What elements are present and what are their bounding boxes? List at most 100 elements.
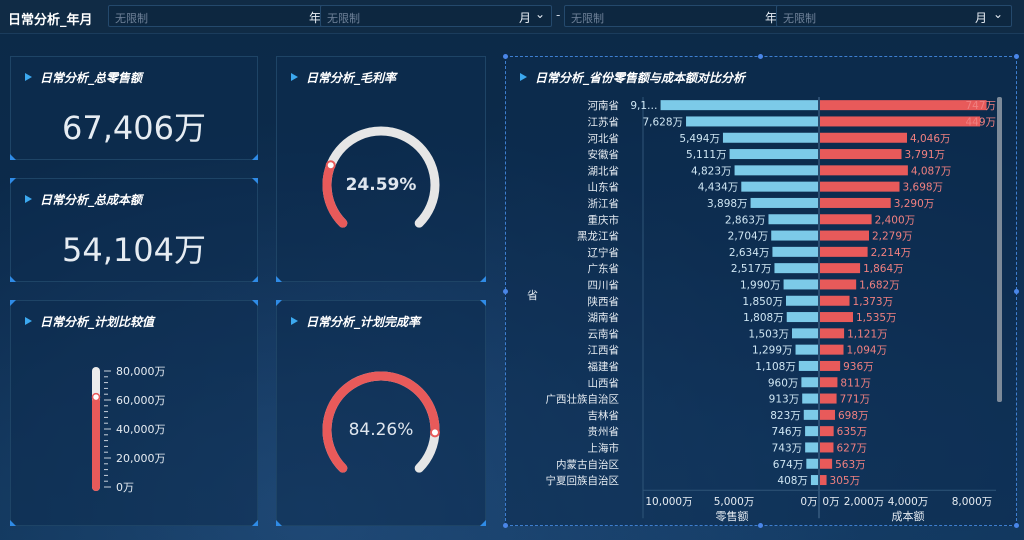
cost-bar-label: 449万 (965, 116, 996, 128)
scrollbar-thumb[interactable] (997, 97, 1002, 402)
end-month-select[interactable]: 无限制 月 ⌄ (776, 5, 1012, 27)
sales-bar-label: 2,863万 (725, 214, 766, 226)
sales-bar (686, 116, 818, 127)
sales-bar-label: 1,108万 (755, 361, 796, 373)
end-month-placeholder: 无限制 (783, 12, 816, 25)
chevron-down-icon[interactable]: ⌄ (993, 7, 1004, 21)
cost-bar-label: 1,373万 (853, 296, 894, 308)
start-year-select[interactable]: 无限制 年 (108, 5, 324, 27)
cost-bar-label: 811万 (840, 377, 871, 389)
sales-bar (774, 263, 818, 274)
filter-label: 日常分析_年月 (8, 13, 93, 28)
cost-bar-label: 747万 (965, 100, 996, 112)
cost-bar-label: 1,682万 (859, 279, 900, 291)
triangle-icon (25, 195, 32, 203)
category-label: 黑龙江省 (577, 230, 619, 243)
cost-bar-label: 2,400万 (875, 214, 916, 226)
cost-bar-label: 4,087万 (911, 165, 952, 177)
sales-bar-label: 1,503万 (748, 328, 789, 340)
category-label: 山东省 (588, 181, 620, 194)
right-axis-label: 成本额 (892, 509, 925, 523)
cost-bar-label: 4,046万 (910, 133, 951, 145)
thermo-axis: 80,000万 60,000万 40,000万 20,000万 0万 (104, 365, 166, 494)
category-label: 广西壮族自治区 (546, 393, 620, 406)
category-label: 湖北省 (588, 164, 620, 177)
category-label: 湖南省 (588, 311, 620, 324)
cost-bar-label: 2,214万 (871, 247, 912, 259)
gauge-fill (322, 160, 348, 228)
plan-compare-title: 日常分析_计划比较值 (40, 315, 155, 329)
sales-bar (741, 181, 818, 192)
sales-bar-label: 408万 (777, 475, 808, 487)
range-separator: - (556, 8, 561, 22)
chevron-down-icon[interactable]: ⌄ (535, 7, 546, 21)
cost-bar-label: 563万 (835, 459, 866, 471)
cost-bar (820, 442, 834, 453)
left-axis-tick: 10,000万 (645, 496, 692, 508)
start-month-select[interactable]: 无限制 月 ⌄ (320, 5, 552, 27)
end-year-unit: 年 (765, 11, 778, 25)
cost-bar (820, 263, 861, 274)
gross-margin-gauge: 24.59% (322, 126, 440, 228)
plan-compare-panel: 日常分析_计划比较值 80,000万 60,000万 40,000万 20,000万 0… (10, 300, 258, 526)
thermo-tick-label: 40,000万 (116, 423, 166, 436)
sales-bar (783, 279, 818, 290)
sales-bar-label: 1,808万 (743, 312, 784, 324)
thermo-tick-label: 80,000万 (116, 365, 166, 378)
sales-bar (806, 458, 818, 469)
cost-bar (820, 312, 854, 323)
province-chart-panel[interactable]: 日常分析_省份零售额与成本额对比分析 省 河南省 9,1… 747万 江苏省 7,628… (503, 54, 1019, 528)
sales-bar-label: 1,299万 (752, 345, 793, 357)
plan-completion-title: 日常分析_计划完成率 (306, 315, 421, 329)
sales-bar-label: 9,1… (630, 100, 657, 112)
sales-bar-label: 7,628万 (642, 116, 683, 128)
cost-bar (820, 214, 872, 225)
province-chart-title: 日常分析_省份零售额与成本额对比分析 (535, 71, 746, 85)
sales-bar (805, 442, 818, 453)
total-cost-value: 54,104万 (62, 231, 206, 269)
cost-bar (820, 360, 841, 371)
sales-bar (803, 409, 818, 420)
category-label: 福建省 (588, 360, 620, 373)
category-label: 浙江省 (588, 197, 620, 210)
sales-bar-label: 913万 (769, 394, 800, 406)
category-label: 宁夏回族自治区 (546, 474, 620, 487)
category-label: 四川省 (588, 278, 620, 291)
cost-bar (820, 230, 869, 241)
right-axis-tick: 8,000万 (952, 496, 993, 508)
sales-bar (791, 328, 818, 339)
thermo-fill (92, 397, 100, 491)
sales-bar-label: 3,898万 (707, 198, 748, 210)
cost-bar (820, 458, 833, 469)
sales-bar (729, 149, 818, 160)
start-month-unit: 月 (519, 11, 532, 25)
end-year-placeholder: 无限制 (571, 12, 604, 25)
sales-bar-label: 674万 (773, 459, 804, 471)
cost-bar (820, 100, 987, 111)
thermo-tick-label: 60,000万 (116, 394, 166, 407)
triangle-icon (291, 317, 298, 325)
category-label: 贵州省 (588, 425, 620, 438)
category-axis-label: 省 (527, 289, 538, 302)
cost-bar-label: 698万 (838, 410, 869, 422)
sales-bar (786, 312, 818, 323)
cost-bar (820, 279, 857, 290)
category-label: 云南省 (588, 327, 620, 340)
triangle-icon (291, 73, 298, 81)
plan-compare-thermometer: 80,000万 60,000万 40,000万 20,000万 0万 (91, 365, 166, 494)
sales-bar (810, 475, 818, 486)
category-label: 吉林省 (588, 409, 620, 422)
sales-bar (771, 230, 818, 241)
plan-completion-panel: 日常分析_计划完成率 84.26% (276, 300, 486, 526)
sales-bar-label: 2,704万 (728, 231, 769, 243)
cost-bar (820, 475, 827, 486)
sales-bar-label: 4,823万 (691, 165, 732, 177)
right-axis-tick: 0万 (822, 496, 839, 508)
cost-bar (820, 197, 891, 208)
cost-bar (820, 165, 908, 176)
category-label: 山西省 (588, 376, 620, 389)
cost-bar-label: 1,864万 (863, 263, 904, 275)
category-label: 江苏省 (588, 115, 620, 128)
end-year-select[interactable]: 无限制 年 (564, 5, 780, 27)
sales-bar-label: 5,494万 (679, 133, 720, 145)
